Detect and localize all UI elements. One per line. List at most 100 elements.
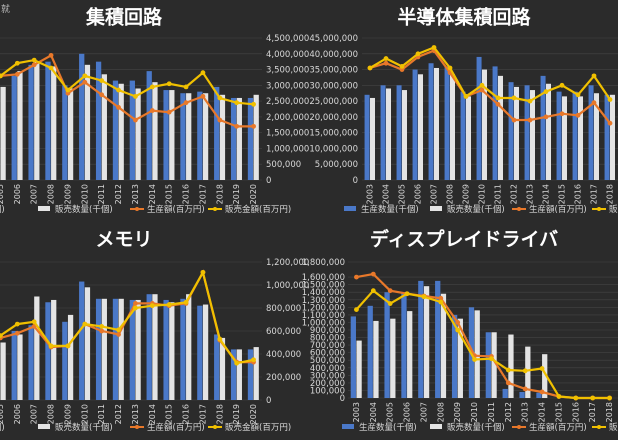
chart4-axis-tick-label: 600,000 <box>310 349 345 359</box>
chart2-category-label: 2017 <box>590 184 599 204</box>
chart2-legend-label: 生産数量(千個) <box>361 204 419 215</box>
chart4-bar-sales-qty <box>373 320 379 398</box>
chart4-legend-label: 販売金額(百万円) <box>609 422 618 433</box>
chart1-category-label: 2007 <box>30 184 39 204</box>
chart1-point-production-value <box>31 62 37 68</box>
chart3-bar-sales-qty <box>17 334 23 400</box>
chart2-point-sales-value <box>527 98 533 104</box>
chart3-bar-sales-qty <box>152 294 158 400</box>
chart2-bar-production-qty <box>428 63 434 180</box>
chart2-bar-sales-qty <box>370 97 376 180</box>
chart4-bar-sales-qty <box>390 318 396 398</box>
chart1-axis-tick-label: 3,000,000 <box>266 81 309 91</box>
chart4-point-sales-value <box>556 394 562 399</box>
chart3-category-label: 2019 <box>232 404 241 424</box>
chart3-point-sales-value <box>0 333 3 338</box>
chart1-category-label: 2011 <box>97 184 106 204</box>
chart2-point-production-value <box>527 117 533 123</box>
chart2-category-label: 2015 <box>558 184 567 204</box>
chart4-point-sales-value <box>455 327 461 333</box>
chart2-axis-tick-label: 20,000,000 <box>309 113 358 123</box>
chart4-title: ディスプレイドライバ <box>370 228 558 251</box>
chart4-bar-production-qty <box>367 305 373 398</box>
chart3-bar-sales-qty <box>169 302 175 400</box>
chart1-bar-sales-qty <box>34 61 40 180</box>
chart4-bar-production-qty <box>418 280 424 398</box>
chart4-legend-label: 販売数量(千個) <box>447 422 505 433</box>
chart1-axis-tick-label: 0 <box>266 176 271 186</box>
chart2-bar-sales-qty <box>402 90 408 180</box>
chart2-legend-marker <box>597 207 601 211</box>
chart1-bar-sales-qty <box>219 94 226 180</box>
chart4-point-sales-value <box>573 395 579 401</box>
chart3-bar-production-qty <box>79 281 85 400</box>
chart4-axis-tick-label: 1,400,000 <box>302 288 345 298</box>
chart1-point-sales-value <box>82 73 88 79</box>
chart4-axis-tick-label: 0 <box>340 394 345 404</box>
chart3-point-sales-value <box>251 357 256 363</box>
chart2-bar-production-qty <box>588 85 594 180</box>
chart4-axis-tick-label: 300,000 <box>310 371 345 381</box>
chart4-category-label: 2015 <box>554 402 563 422</box>
chart4-category-label: 2008 <box>436 402 445 422</box>
chart1-point-production-value <box>48 52 54 58</box>
chart3-category-label: 2011 <box>97 404 106 424</box>
chart1-bar-production-qty <box>28 64 34 180</box>
chart4-category-label: 2007 <box>419 402 428 422</box>
chart1-point-production-value <box>217 117 223 123</box>
chart3-bar-sales-qty <box>0 342 6 400</box>
chart2-axis-tick-label: 45,000,000 <box>309 34 358 44</box>
chart3-category-label: 2010 <box>80 404 89 424</box>
chart4-axis-tick-label: 1,600,000 <box>302 273 345 283</box>
chart2-axis-tick-label: 30,000,000 <box>309 81 358 91</box>
chart2-point-production-value <box>591 100 597 106</box>
chart3-category-label: 2012 <box>114 404 123 424</box>
chart2-bar-sales-qty <box>562 96 568 180</box>
chart2-title: 半導体集積回路 <box>397 6 531 29</box>
chart1-axis-tick-label: 1,500,000 <box>266 129 309 139</box>
chart1-point-production-value <box>14 71 20 77</box>
chart1-bar-sales-qty <box>84 64 91 180</box>
chart2-point-production-value <box>479 87 485 93</box>
chart2-legend-marker <box>517 207 521 211</box>
chart1-legend-marker <box>135 207 139 211</box>
chart1-bar-production-qty <box>11 75 17 180</box>
chart2-point-sales-value <box>383 56 389 61</box>
chart1-point-sales-value <box>251 101 256 107</box>
chart2-point-sales-value <box>431 45 437 50</box>
header-fragment: 就 <box>1 3 10 15</box>
chart3-bar-production-qty <box>95 298 102 400</box>
chart4-point-production-value <box>370 271 376 277</box>
chart4-point-production-value <box>387 288 393 294</box>
chart1-point-production-value <box>133 117 138 123</box>
chart1-category-label: 2012 <box>114 184 123 204</box>
chart3-title: メモリ <box>95 229 152 251</box>
chart3-point-sales-value <box>48 343 54 349</box>
chart1-bar-production-qty <box>129 80 135 180</box>
chart1-bar-production-qty <box>180 93 186 180</box>
chart1-bar-sales-qty <box>51 66 57 180</box>
chart1-category-label: 2009 <box>63 184 72 204</box>
chart4-axis-tick-label: 1,800,000 <box>302 258 345 268</box>
chart2-point-sales-value <box>399 64 405 69</box>
chart2-axis-tick-label: 25,000,000 <box>309 97 358 107</box>
chart3-bar-production-qty <box>129 299 135 400</box>
chart2-category-label: 2011 <box>494 184 503 204</box>
chart3-bar-production-qty <box>163 299 169 400</box>
chart2-point-sales-value <box>367 65 373 71</box>
chart4-bar-sales-qty <box>423 286 430 398</box>
chart3-line-sales-value <box>0 269 254 365</box>
chart3-category-label: 2018 <box>215 404 224 424</box>
chart1-point-sales-value <box>149 84 155 90</box>
chart1-bar-sales-qty <box>0 86 6 180</box>
chart3-bar-production-qty <box>146 294 152 400</box>
chart3-bar-sales-qty <box>186 294 192 400</box>
chart2-category-label: 2006 <box>414 184 423 204</box>
chart1-bar-sales-qty <box>118 83 124 180</box>
chart2-legend-label: 販売金額(百万円) <box>609 204 618 215</box>
chart1-category-label: 2010 <box>80 184 89 204</box>
chart4-point-production-value <box>522 386 528 392</box>
chart1-bar-sales-qty <box>202 93 209 180</box>
chart1-point-production-value <box>116 105 121 110</box>
chart2-category-label: 2013 <box>526 184 535 204</box>
